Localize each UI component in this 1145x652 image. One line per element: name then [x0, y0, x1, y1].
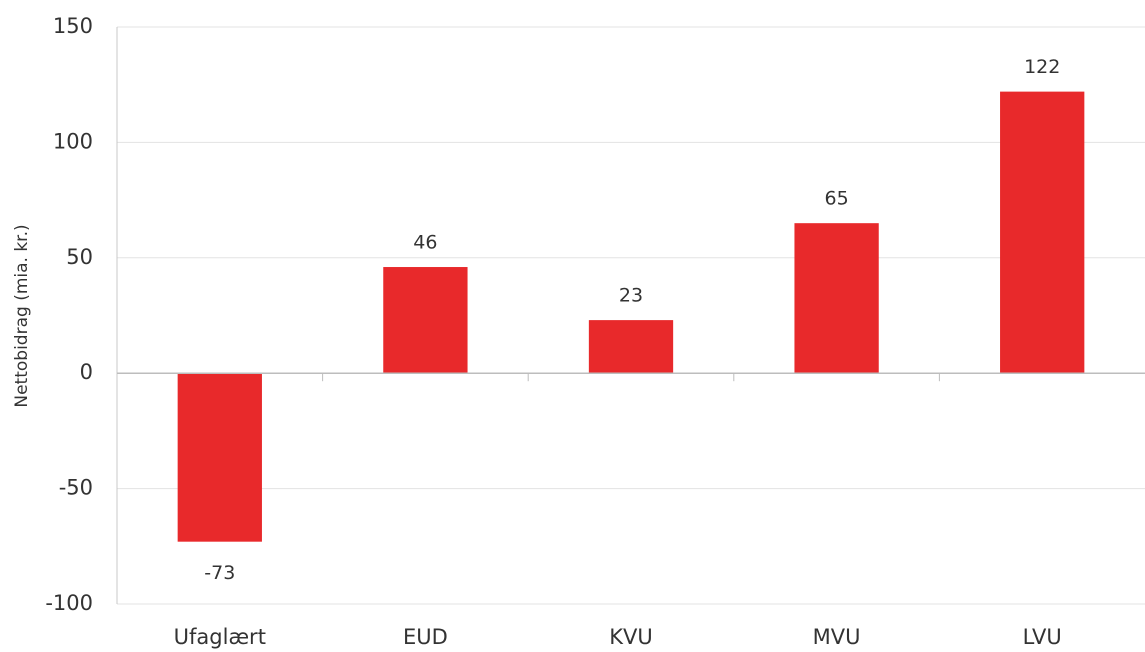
x-tick-label: KVU [609, 625, 653, 649]
bar [1000, 91, 1085, 374]
x-tick-label: Ufaglært [174, 625, 266, 649]
bar [383, 267, 468, 374]
data-label: -73 [204, 562, 235, 584]
y-tick-label: 100 [53, 129, 93, 153]
y-tick-label: -50 [59, 476, 93, 500]
data-label: 23 [619, 285, 643, 307]
y-axis-label: Nettobidrag (mia. kr.) [12, 224, 32, 407]
data-label: 65 [825, 188, 849, 210]
y-tick-label: 150 [53, 14, 93, 38]
x-tick-label: EUD [403, 625, 448, 649]
bar [794, 223, 879, 374]
data-label: 46 [413, 232, 437, 254]
x-tick-label: MVU [813, 625, 861, 649]
y-tick-label: 0 [80, 360, 93, 384]
bar [177, 373, 262, 542]
bar [588, 320, 674, 374]
data-label: 122 [1024, 56, 1060, 78]
y-tick-label: -100 [45, 591, 93, 615]
x-tick-label: LVU [1023, 625, 1062, 649]
y-tick-label: 50 [66, 245, 93, 269]
